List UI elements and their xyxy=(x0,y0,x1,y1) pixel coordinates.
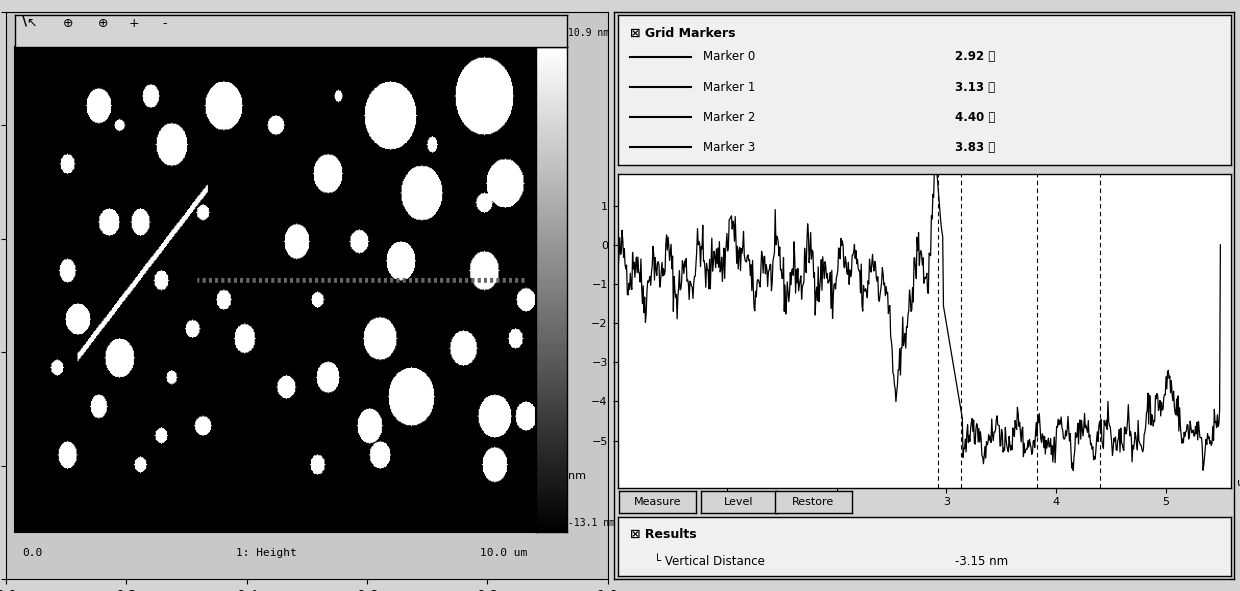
Text: -13.1 nm: -13.1 nm xyxy=(568,518,615,528)
Text: Marker 0: Marker 0 xyxy=(703,50,755,63)
Text: 3.83 价: 3.83 价 xyxy=(955,141,996,154)
Text: Measure: Measure xyxy=(634,497,681,506)
Text: Marker 2: Marker 2 xyxy=(703,111,756,124)
Text: 4.40 价: 4.40 价 xyxy=(955,111,996,124)
Text: Level: Level xyxy=(724,497,754,506)
Text: -: - xyxy=(162,17,167,30)
Text: Marker 1: Marker 1 xyxy=(703,80,756,93)
Text: ↖: ↖ xyxy=(26,17,36,30)
Text: \: \ xyxy=(22,14,27,28)
Text: 10.9 nm: 10.9 nm xyxy=(568,28,609,37)
Text: └ Vertical Distance: └ Vertical Distance xyxy=(655,555,765,568)
Text: ⊠ Results: ⊠ Results xyxy=(630,528,697,541)
Text: ⊕: ⊕ xyxy=(63,17,73,30)
Text: 10.0 um: 10.0 um xyxy=(480,548,527,557)
Text: 3.13 价: 3.13 价 xyxy=(955,80,996,93)
Text: Marker 3: Marker 3 xyxy=(703,141,755,154)
Text: ⊠ Grid Markers: ⊠ Grid Markers xyxy=(630,27,735,40)
Text: -3.15 nm: -3.15 nm xyxy=(955,555,1008,568)
Text: ⊕: ⊕ xyxy=(98,17,108,30)
Text: 1: Height: 1: Height xyxy=(237,548,296,557)
Text: 0.0: 0.0 xyxy=(22,548,42,557)
Text: Restore: Restore xyxy=(792,497,835,506)
Text: um: um xyxy=(1238,478,1240,488)
Text: 2.92 价: 2.92 价 xyxy=(955,50,996,63)
Text: nm: nm xyxy=(568,471,587,481)
Text: +: + xyxy=(129,17,139,30)
